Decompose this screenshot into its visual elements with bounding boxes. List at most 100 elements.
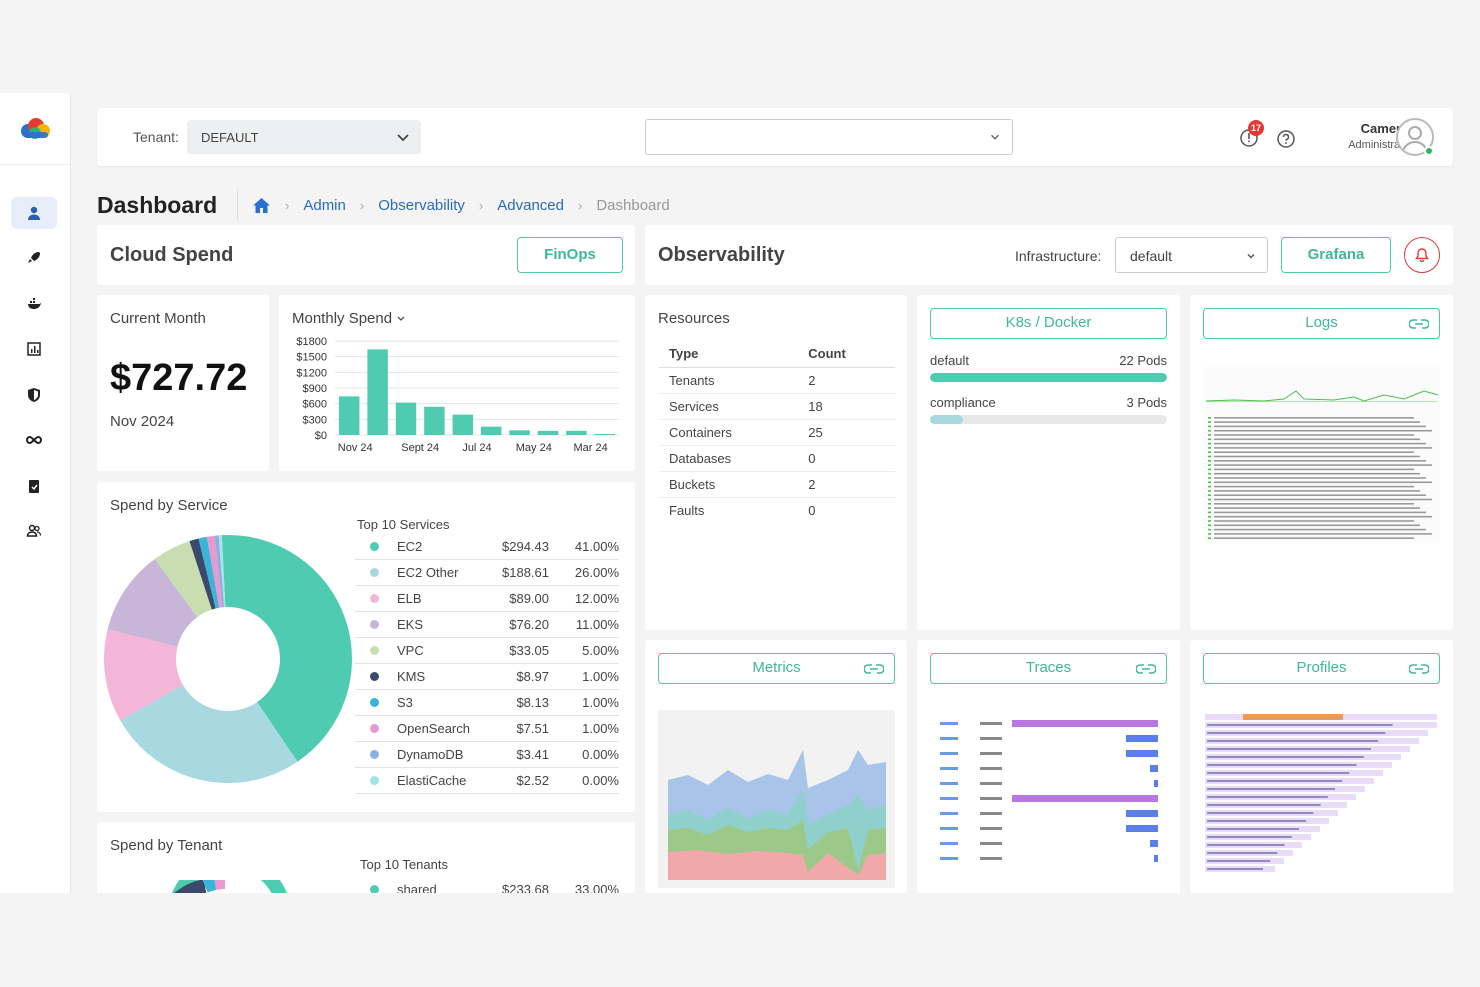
log-line-marker xyxy=(1208,520,1211,522)
sidebar-item-deploy[interactable] xyxy=(11,242,57,274)
log-line xyxy=(1214,537,1414,539)
tenant-row: shared $233.68 33.00% xyxy=(355,876,619,893)
resource-count: 18 xyxy=(798,393,895,420)
log-line-marker xyxy=(1208,464,1211,466)
flame-frame-label xyxy=(1207,860,1271,862)
metrics-button[interactable]: Metrics xyxy=(658,653,895,684)
tenant-select[interactable]: DEFAULT xyxy=(187,120,421,154)
monthly-spend-label[interactable]: Monthly Spend xyxy=(292,310,406,327)
sidebar-item-reports[interactable] xyxy=(11,333,57,365)
trace-bar xyxy=(1154,855,1158,862)
k8s-pod-count: 3 Pods xyxy=(1126,395,1167,410)
service-color-dot xyxy=(370,568,379,577)
observability-title: Observability xyxy=(658,244,785,266)
chevron-down-icon xyxy=(1247,254,1255,259)
chevron-down-icon xyxy=(397,316,405,321)
sidebar-item-devops[interactable] xyxy=(11,424,57,456)
chart-bar xyxy=(367,349,388,435)
flame-frame-label xyxy=(1207,748,1371,750)
trace-value-mark xyxy=(980,857,1002,860)
log-line-marker xyxy=(1208,460,1211,462)
trace-bar xyxy=(1012,720,1158,727)
service-name: EC2 xyxy=(397,539,423,554)
profiles-button-label: Profiles xyxy=(1296,659,1347,676)
k8s-progress-bar xyxy=(930,373,1167,382)
logs-button[interactable]: Logs xyxy=(1203,308,1440,339)
infrastructure-select[interactable]: default xyxy=(1115,237,1268,273)
service-percent: 26.00% xyxy=(574,565,619,580)
log-line-marker xyxy=(1208,485,1211,488)
trace-value-mark xyxy=(980,767,1002,770)
log-line-marker xyxy=(1208,468,1211,471)
breadcrumb-observability[interactable]: Observability xyxy=(378,197,465,214)
table-row: Buckets 2 xyxy=(659,471,895,498)
service-name: ElastiCache xyxy=(397,773,467,788)
monthly-spend-label-text: Monthly Spend xyxy=(292,310,393,327)
link-icon xyxy=(864,664,884,674)
trace-bar xyxy=(1012,795,1158,802)
breadcrumb-separator: › xyxy=(577,198,583,213)
log-line-marker xyxy=(1208,511,1211,514)
log-line xyxy=(1214,455,1420,458)
log-line xyxy=(1214,485,1414,488)
log-line-marker xyxy=(1208,421,1211,423)
spend-by-tenant-title: Spend by Tenant xyxy=(110,837,223,854)
grafana-button[interactable]: Grafana xyxy=(1281,237,1391,273)
context-select[interactable] xyxy=(645,119,1013,155)
donut-slice xyxy=(218,535,226,608)
traces-button[interactable]: Traces xyxy=(930,653,1167,684)
service-amount: $2.52 xyxy=(516,773,549,788)
log-line-marker xyxy=(1208,429,1211,432)
service-name: DynamoDB xyxy=(397,747,464,762)
logs-card: Logs xyxy=(1190,295,1453,630)
sidebar-item-security[interactable] xyxy=(11,379,57,411)
log-line xyxy=(1214,434,1414,436)
y-tick-label: $300 xyxy=(303,414,327,426)
table-row: Containers 25 xyxy=(659,419,895,446)
service-color-dot xyxy=(370,620,379,629)
resource-count: 25 xyxy=(798,419,895,446)
profiles-button[interactable]: Profiles xyxy=(1203,653,1440,684)
donut-slice xyxy=(120,684,298,783)
donut-slice xyxy=(198,536,220,609)
breadcrumb-advanced[interactable]: Advanced xyxy=(497,197,564,214)
k8s-docker-button[interactable]: K8s / Docker xyxy=(930,308,1167,339)
sidebar-item-containers[interactable] xyxy=(11,288,57,320)
home-icon[interactable] xyxy=(252,197,271,214)
resource-type: Faults xyxy=(669,502,705,518)
help-icon[interactable] xyxy=(1276,129,1296,149)
list-item: ElastiCache $2.52 0.00% xyxy=(355,768,619,794)
breadcrumb-admin[interactable]: Admin xyxy=(303,197,346,214)
app-logo[interactable] xyxy=(0,93,70,165)
log-line-marker xyxy=(1208,438,1211,441)
service-amount: $8.97 xyxy=(516,669,549,684)
trace-rate-mark xyxy=(940,842,958,845)
flame-frame-label xyxy=(1207,724,1393,726)
top-tenants-title: Top 10 Tenants xyxy=(360,857,448,872)
donut-slice xyxy=(107,559,198,647)
infinity-icon xyxy=(26,435,42,445)
flame-frame-label xyxy=(1207,844,1285,846)
spend-by-service-donut xyxy=(104,535,352,783)
log-line-marker xyxy=(1208,447,1211,449)
docker-icon xyxy=(28,298,41,309)
sidebar-item-compliance[interactable] xyxy=(11,470,57,502)
resource-count: 2 xyxy=(798,471,895,498)
sidebar-item-team[interactable] xyxy=(11,515,57,547)
finops-button[interactable]: FinOps xyxy=(517,237,623,273)
log-line xyxy=(1214,468,1414,471)
log-line xyxy=(1214,447,1432,449)
log-line-marker xyxy=(1208,515,1211,518)
list-item: VPC $33.05 5.00% xyxy=(355,638,619,664)
log-line xyxy=(1214,472,1420,475)
log-line-marker xyxy=(1208,451,1211,453)
chevron-down-icon xyxy=(397,134,409,142)
log-line xyxy=(1214,460,1426,462)
alarm-button[interactable] xyxy=(1404,237,1440,273)
monthly-spend-card: Monthly Spend $1800 $1500 $1200 $900 $600 $30… xyxy=(279,295,635,471)
current-month-label: Current Month xyxy=(110,310,206,327)
metrics-card: Metrics xyxy=(645,640,907,893)
trace-value-mark xyxy=(980,752,1002,755)
trace-rate-mark xyxy=(940,767,958,770)
sidebar-item-users[interactable] xyxy=(11,197,57,229)
